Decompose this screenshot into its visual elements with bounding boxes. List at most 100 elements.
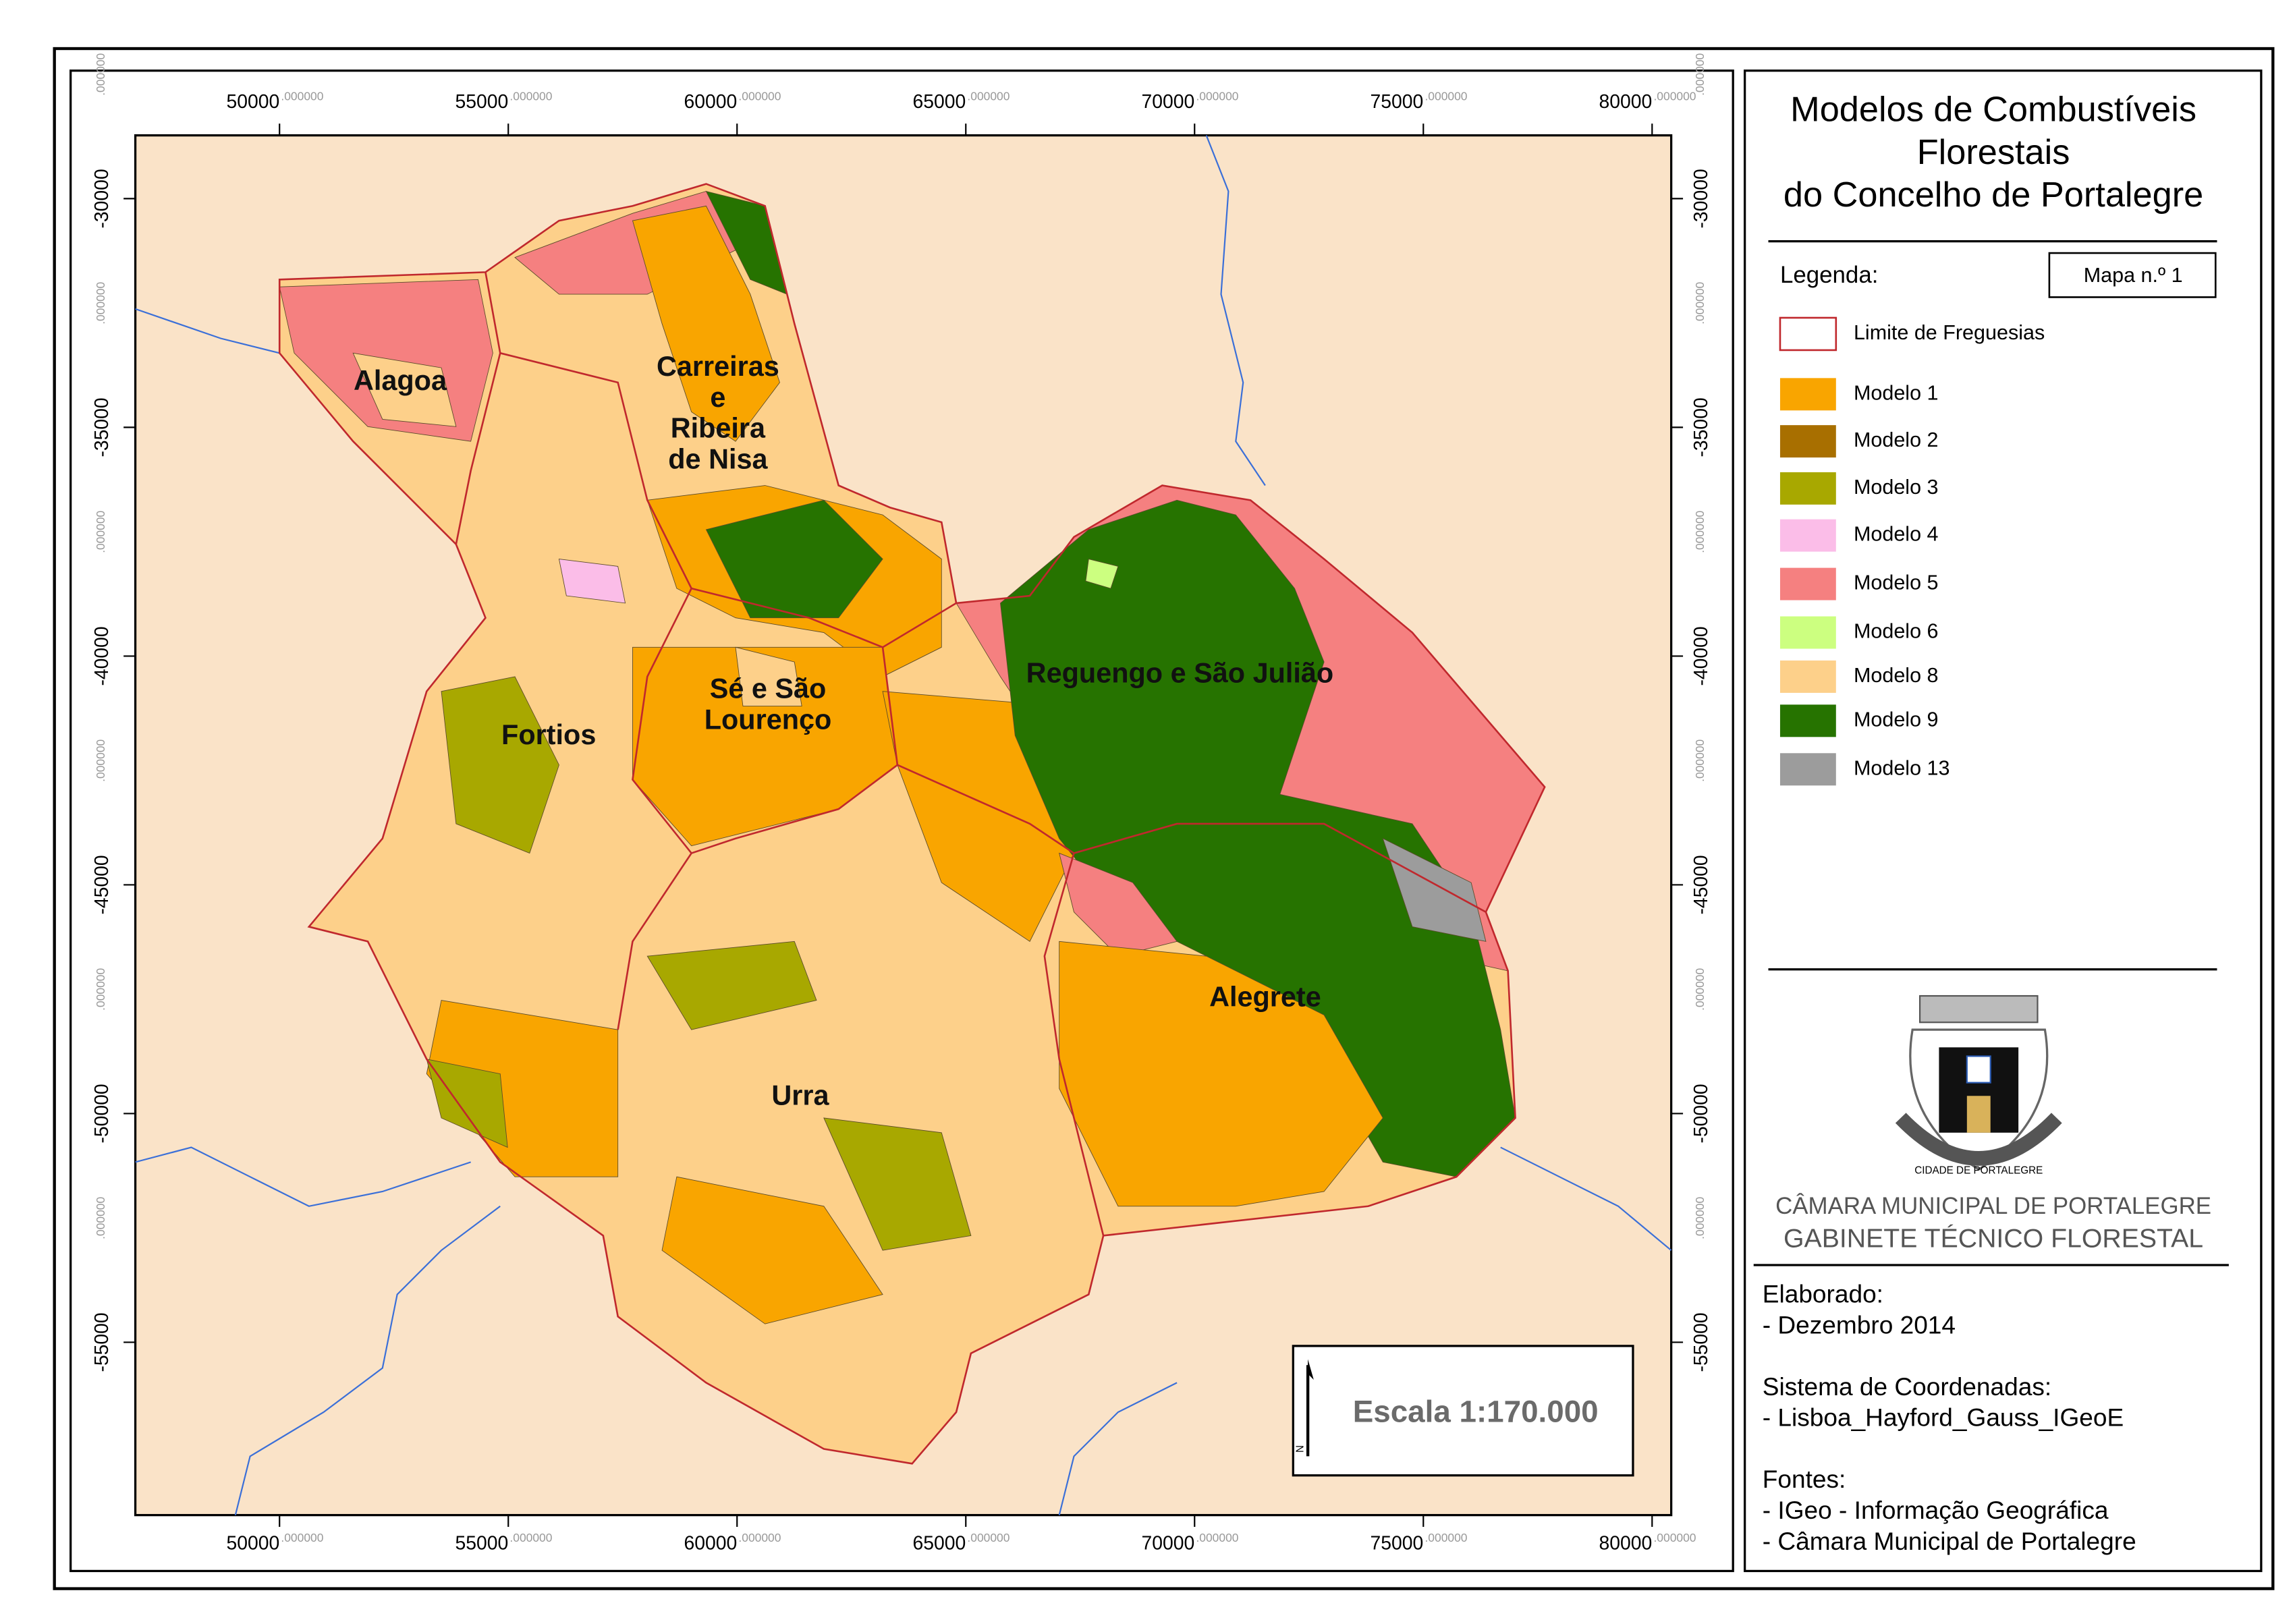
fuel-patch xyxy=(1059,941,1383,1207)
grid-decimals: .000000 xyxy=(1693,739,1707,781)
legend-label: Limite de Freguesias xyxy=(1854,321,2045,344)
map-number-box xyxy=(2048,252,2217,298)
legend-swatch xyxy=(1779,472,1836,505)
parish-label: Ribeira xyxy=(671,413,766,444)
map-number: Mapa n.º 1 xyxy=(2084,264,2183,287)
x-grid-label: 50000 xyxy=(226,1533,279,1555)
river xyxy=(234,1205,501,1515)
note-line: - IGeo - Informação Geográfica xyxy=(1763,1496,2109,1524)
municipality-boundary xyxy=(278,183,1546,1465)
grid-decimals: .000000 xyxy=(738,90,781,103)
legend-swatch xyxy=(1779,316,1837,352)
grid-decimals: .000000 xyxy=(281,1531,323,1544)
fuel-patch xyxy=(705,499,883,619)
fuel-patch xyxy=(1059,852,1178,957)
parish-label: Urra xyxy=(771,1080,829,1111)
y-grid-label: -40000 xyxy=(91,626,113,685)
note-line: - Dezembro 2014 xyxy=(1763,1310,1956,1339)
x-grid-label: 75000 xyxy=(1370,91,1423,113)
emblem-ribbon xyxy=(1895,1113,2062,1166)
note-line: - Lisboa_Hayford_Gauss_IGeoE xyxy=(1763,1403,2124,1432)
note-heading: Fontes: xyxy=(1763,1465,1846,1493)
fuel-patch xyxy=(735,646,802,706)
y-grid-label: -45000 xyxy=(1690,855,1712,914)
legend-label: Modelo 6 xyxy=(1854,620,1939,643)
territory xyxy=(279,184,1545,1464)
map-title: Florestais xyxy=(1917,133,2070,172)
y-grid-label: -55000 xyxy=(1690,1312,1712,1372)
parish-boundaries xyxy=(278,183,1546,1465)
legend-heading: Legenda: xyxy=(1780,262,1878,288)
rivers xyxy=(135,135,1672,1515)
legend-label: Modelo 2 xyxy=(1854,428,1939,451)
parish-label: Lourenço xyxy=(704,704,832,735)
grid-decimals: .000000 xyxy=(1653,90,1696,103)
fuel-patch xyxy=(646,941,817,1030)
x-grid-label: 55000 xyxy=(455,91,508,113)
legend-swatch xyxy=(1779,660,1836,693)
grid-decimals: .000000 xyxy=(1425,90,1467,103)
fuel-patch xyxy=(441,676,559,854)
legend-label: Modelo 4 xyxy=(1854,523,1939,546)
grid-decimals: .000000 xyxy=(94,281,107,324)
legend-swatch xyxy=(1779,616,1836,649)
legend-label: Modelo 5 xyxy=(1854,571,1939,594)
scale-label: Escala 1:170.000 xyxy=(1353,1394,1599,1428)
emblem-shield xyxy=(1966,1055,1991,1084)
emblem-text: CIDADE DE PORTALEGRE xyxy=(1914,1165,2043,1176)
river xyxy=(1205,135,1266,486)
scale-frame xyxy=(1292,1345,1634,1477)
fuel-patch xyxy=(426,1059,508,1148)
y-grid-label: -35000 xyxy=(1690,397,1712,457)
y-grid-label: -50000 xyxy=(91,1084,113,1143)
emblem-crown xyxy=(1918,995,2039,1024)
x-grid-label: 75000 xyxy=(1370,1533,1423,1555)
legend-label: Modelo 3 xyxy=(1854,476,1939,499)
x-grid-label: 60000 xyxy=(684,91,737,113)
grid-decimals: .000000 xyxy=(1693,1196,1707,1239)
fuel-patch xyxy=(705,190,787,295)
y-grid-label: -55000 xyxy=(91,1312,113,1372)
river xyxy=(1058,1382,1178,1515)
y-grid-label: -50000 xyxy=(1690,1084,1712,1143)
grid-decimals: .000000 xyxy=(94,53,107,95)
legend-swatch xyxy=(1779,704,1836,737)
fuel-patch xyxy=(558,559,626,604)
parish-label: Sé e São xyxy=(710,673,827,704)
emblem: CIDADE DE PORTALEGRE xyxy=(1895,995,2062,1176)
legend-swatch xyxy=(1779,753,1836,786)
parish-label: Carreiras xyxy=(657,351,779,382)
parish-boundary xyxy=(455,272,501,544)
parish-label: Reguengo e São Julião xyxy=(1026,658,1334,689)
map-title: do Concelho de Portalegre xyxy=(1784,175,2203,215)
grid-decimals: .000000 xyxy=(94,1196,107,1239)
institution-office: GABINETE TÉCNICO FLORESTAL xyxy=(1784,1223,2203,1253)
x-grid-label: 60000 xyxy=(684,1533,737,1555)
y-grid-label: -35000 xyxy=(91,397,113,457)
parish-label: Alegrete xyxy=(1209,981,1321,1012)
grid-decimals: .000000 xyxy=(1196,1531,1238,1544)
x-grid-label: 65000 xyxy=(912,1533,966,1555)
x-grid-label: 70000 xyxy=(1141,1533,1194,1555)
parish-label: Alagoa xyxy=(354,365,447,396)
grid-decimals: .000000 xyxy=(509,90,552,103)
fuel-patch xyxy=(1085,558,1119,589)
y-grid-label: -45000 xyxy=(91,855,113,914)
fuel-patch xyxy=(632,205,780,442)
parish-boundary xyxy=(897,764,1487,913)
y-grid-label: -30000 xyxy=(91,169,113,228)
grid-decimals: .000000 xyxy=(1653,1531,1696,1544)
note-heading: Sistema de Coordenadas: xyxy=(1763,1372,2051,1401)
x-grid-label: 55000 xyxy=(455,1533,508,1555)
legend-label: Modelo 13 xyxy=(1854,756,1950,779)
fuel-patch xyxy=(352,352,457,427)
legend-swatch xyxy=(1779,519,1836,552)
river xyxy=(135,308,280,354)
north-label: N xyxy=(1294,1445,1306,1453)
map-title: Modelos de Combustíveis xyxy=(1790,90,2196,130)
fuel-patch xyxy=(661,1176,883,1324)
river xyxy=(1500,1146,1672,1252)
fuel-patch xyxy=(823,1117,972,1251)
